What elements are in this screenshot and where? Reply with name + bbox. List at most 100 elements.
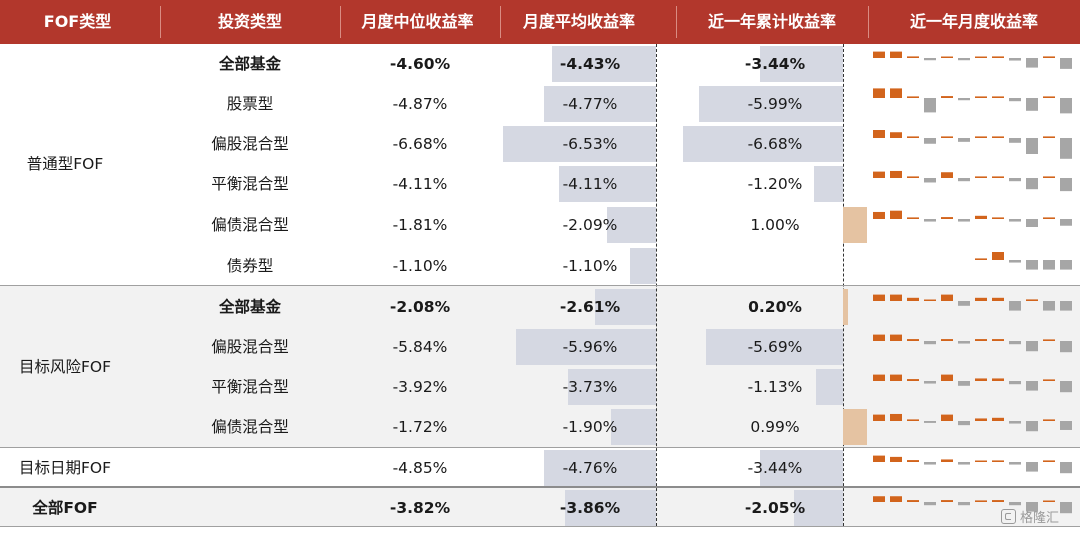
sparkline-bar — [958, 381, 970, 386]
sparkline-bar — [1060, 219, 1072, 226]
sparkline-bar — [992, 460, 1004, 462]
sparkline-bar — [924, 98, 936, 113]
sparkline-bar — [1043, 217, 1055, 219]
sparkline-bar — [958, 502, 970, 506]
cell-monthly-avg: -2.09% — [562, 216, 618, 234]
sparkline-bar — [890, 88, 902, 98]
sparkline-bar — [1060, 462, 1072, 474]
sparkline-bar — [941, 374, 953, 381]
avg-return-bar — [543, 86, 656, 122]
group-label-target-risk: 目标风险FOF — [18, 358, 112, 376]
sparkline-bar — [975, 215, 987, 219]
cell-monthly-avg: -1.10% — [562, 257, 618, 275]
sparkline-bar — [958, 301, 970, 306]
cell-one-year-cum: -3.44% — [747, 459, 803, 477]
avg-return-bar — [559, 166, 656, 202]
sparkline-bar — [1009, 502, 1021, 506]
sparkline-bar — [1009, 98, 1021, 102]
sparkline-bar — [1026, 421, 1038, 432]
sparkline-bar — [992, 56, 1004, 58]
cell-one-year-cum: -2.05% — [744, 499, 806, 517]
sparkline-bar — [958, 421, 970, 426]
sparkline-bar — [1043, 419, 1055, 421]
sparkline-bar — [958, 138, 970, 142]
cell-invest-type: 股票型 — [226, 95, 274, 113]
avg-return-bar — [544, 450, 656, 486]
cell-monthly-median: -4.87% — [392, 95, 448, 113]
sparkline-bar — [1060, 138, 1072, 159]
group-divider — [0, 447, 1080, 448]
sparkline-bar — [975, 176, 987, 178]
cell-invest-type — [160, 488, 340, 528]
sparkline-bar — [1009, 421, 1021, 424]
cum-return-bar — [793, 490, 843, 526]
monthly-return-sparkline — [873, 170, 1072, 192]
sparkline-bar — [975, 339, 987, 341]
sparkline-bar — [1009, 260, 1021, 263]
cell-monthly-median: -2.08% — [389, 298, 451, 316]
sparkline-bar — [924, 138, 936, 144]
sparkline-bar — [1026, 462, 1038, 472]
cell-monthly-median: -1.10% — [392, 257, 448, 275]
cell-monthly-avg: -5.96% — [562, 338, 618, 356]
cell-one-year-cum — [690, 246, 860, 286]
sparkline-bar — [992, 378, 1004, 381]
sparkline-bar — [1026, 381, 1038, 391]
monthly-return-sparkline — [873, 496, 1072, 514]
sparkline-bar — [1043, 176, 1055, 178]
avg-return-bar — [594, 289, 656, 325]
sparkline-bar — [1060, 301, 1072, 311]
cum-return-bar — [706, 329, 843, 365]
sparkline-bar — [975, 96, 987, 98]
sparkline-bar — [1043, 339, 1055, 341]
table-row: 偏债混合型 -1.72% -1.90% 0.99% — [0, 407, 1080, 447]
sparkline-bar — [907, 379, 919, 381]
avg-return-bar — [515, 329, 656, 365]
sparkline-bar — [941, 56, 953, 58]
sparkline-bar — [1026, 58, 1038, 68]
header-fof-type: FOF类型 — [43, 12, 112, 31]
cell-monthly-median: -1.81% — [392, 216, 448, 234]
sparkline-bar — [975, 418, 987, 421]
sparkline-bar — [907, 419, 919, 421]
table-row: -4.85% -4.76% -3.44% — [0, 448, 1080, 488]
sparkline-bar — [992, 339, 1004, 341]
sparkline-bar — [1043, 301, 1055, 311]
sparkline-bar — [907, 297, 919, 301]
table-row: 偏股混合型 -6.68% -6.53% -6.68% — [0, 124, 1080, 164]
cell-monthly-median: -4.60% — [389, 55, 451, 73]
sparkline-bar — [907, 339, 919, 341]
monthly-return-sparkline — [873, 374, 1072, 393]
sparkline-bar — [890, 456, 902, 462]
sparkline-bar — [890, 334, 902, 341]
monthly-return-sparkline — [873, 130, 1072, 159]
header-row: FOF类型 投资类型 月度中位收益率 月度平均收益率 近一年累计收益率 近一年月… — [0, 0, 1080, 44]
sparkline-bar — [1060, 260, 1072, 270]
sparkline-bar — [1043, 56, 1055, 58]
sparkline-bar — [975, 460, 987, 462]
sparkline-bar — [941, 294, 953, 301]
sparkline-bar — [873, 51, 885, 58]
sparkline-bar — [873, 171, 885, 178]
sparkline-bar — [873, 496, 885, 502]
sparkline-bar — [873, 455, 885, 462]
sparkline-bar — [890, 496, 902, 502]
sparkline-bar — [958, 462, 970, 465]
sparkline-bar — [924, 58, 936, 61]
sparkline-bar — [1060, 98, 1072, 114]
cell-monthly-avg: -3.86% — [559, 499, 621, 517]
sparkline-bar — [924, 421, 936, 423]
sparkline-bar — [941, 414, 953, 421]
cell-one-year-cum: 0.20% — [748, 298, 802, 316]
sparkline-bar — [1009, 219, 1021, 222]
cell-monthly-median: -5.84% — [392, 338, 448, 356]
sparkline-bar — [890, 51, 902, 58]
cell-invest-type: 债券型 — [226, 257, 274, 275]
table-bottom-rule — [0, 526, 1080, 527]
monthly-return-sparkline — [873, 51, 1072, 69]
table-row: -3.82% -3.86% -2.05% — [0, 488, 1080, 528]
sparkline-bar — [873, 130, 885, 138]
group-label-common: 普通型FOF — [26, 155, 104, 173]
cell-one-year-cum: -5.69% — [747, 338, 803, 356]
sparkline-bar — [958, 341, 970, 344]
